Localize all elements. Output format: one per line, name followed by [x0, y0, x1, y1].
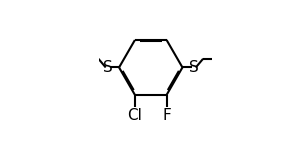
Text: Cl: Cl	[128, 108, 142, 123]
Text: S: S	[189, 60, 199, 75]
Text: S: S	[103, 60, 113, 75]
Text: F: F	[162, 108, 171, 123]
